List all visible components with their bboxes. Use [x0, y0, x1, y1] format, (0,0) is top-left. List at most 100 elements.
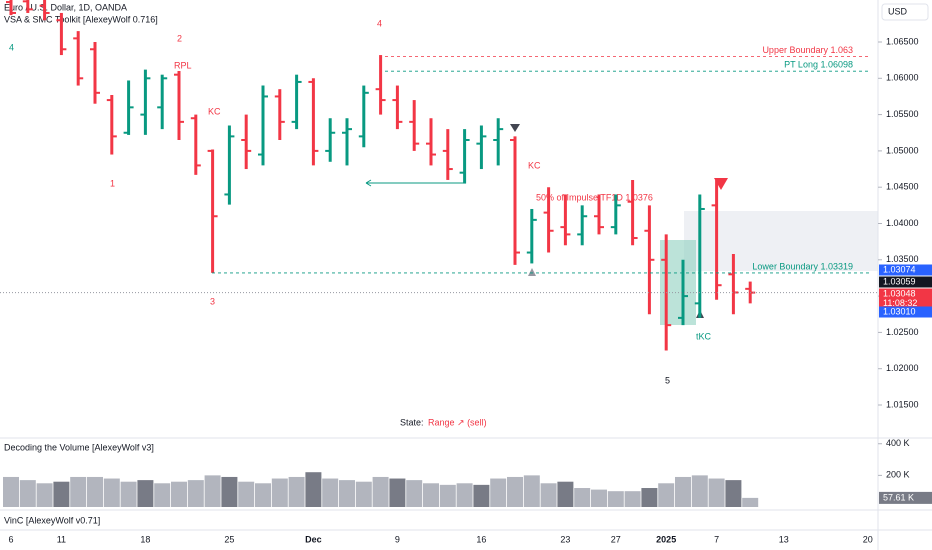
ohlc-bar: [157, 74, 168, 130]
ohlc-bar: [711, 179, 722, 300]
ohlc-bar: [6, 0, 16, 16]
y-tick-label: 1.02000: [886, 363, 919, 373]
volume-bar: [658, 483, 675, 507]
volume-bar: [507, 476, 523, 507]
ohlc-bar: [73, 31, 84, 86]
ohlc-bar: [39, 0, 50, 21]
volume-bar: [406, 480, 423, 507]
volume-bar: [255, 483, 271, 507]
volume-bar: [742, 497, 759, 507]
volume-bar: [624, 491, 641, 507]
volume-bar: [641, 488, 658, 507]
volume-bar: [423, 483, 439, 507]
ohlc-bar: [342, 118, 352, 166]
pivot-label: 4: [9, 42, 14, 52]
pivot-label: 5: [665, 375, 670, 385]
currency-button[interactable]: [881, 3, 929, 21]
volume-bar: [574, 488, 591, 507]
volume-bar: [137, 480, 154, 507]
ohlc-bar: [476, 125, 487, 170]
ohlc-bar: [577, 205, 588, 246]
volume-bar: [591, 489, 607, 507]
y-tick-label: 1.06000: [886, 73, 919, 83]
ohlc-bar: [375, 55, 386, 115]
ohlc-bar: [526, 208, 537, 264]
signal-triangle: [528, 268, 536, 276]
volume-bar: [473, 484, 490, 507]
volume-bar: [725, 480, 742, 507]
ohlc-bar: [291, 74, 302, 130]
x-tick-label: 11: [57, 534, 66, 544]
volume-bar: [389, 478, 406, 507]
y-tick-label: 1.04500: [886, 182, 919, 192]
x-tick-label: 6: [8, 534, 13, 544]
ohlc-bar: [442, 129, 453, 180]
chart-title: Euro / U.S. Dollar, 1D, OANDA: [4, 2, 127, 12]
state-value: Range ↗ (sell): [428, 417, 487, 427]
price-label-box: [879, 288, 932, 309]
indicator-title: VSA & SMC Toolkit [AlexeyWolf 0.716]: [4, 14, 158, 24]
price-label: 1.03010: [883, 306, 916, 316]
x-tick-label: Dec: [305, 534, 322, 544]
volume-bar: [439, 484, 456, 507]
y-tick-label: 1.03500: [886, 254, 919, 264]
volume-bar: [708, 478, 725, 507]
ohlc-bar: [56, 12, 67, 56]
volume-bar: [490, 478, 507, 507]
level-label: Upper Boundary 1.063: [762, 45, 853, 55]
price-label: 1.03059: [883, 276, 916, 286]
volume-bar: [372, 476, 389, 507]
y-tick-label: 1.05500: [886, 109, 919, 119]
volume-bar: [271, 478, 288, 507]
volume-bar: [3, 476, 19, 507]
ohlc-bar: [106, 94, 117, 155]
countdown: 11:08:32: [883, 298, 917, 308]
bars: [6, 0, 756, 351]
x-tick-label: 7: [714, 534, 719, 544]
volume-bar: [339, 480, 355, 507]
y-tick-label: 1.06500: [886, 36, 919, 46]
volume-bar: [154, 483, 171, 507]
volume-bar: [171, 481, 187, 507]
pivot-label: 3: [210, 296, 215, 306]
volume-bar: [691, 475, 708, 507]
annotation: KC: [208, 106, 221, 116]
arrow-head: [365, 179, 372, 187]
ohlc-bar: [459, 129, 470, 184]
volume-bar: [305, 472, 322, 507]
ohlc-bar: [594, 194, 604, 235]
ohlc-bar: [22, 0, 33, 13]
signal-triangle: [510, 124, 520, 132]
ohlc-bar: [174, 71, 184, 141]
ohlc-bar: [358, 85, 369, 148]
ohlc-bar: [274, 89, 285, 141]
ohlc-bar: [258, 85, 268, 166]
price-label-box: [879, 306, 932, 318]
y-tick-label: 1.05000: [886, 145, 919, 155]
volume-label: 57.61 K: [883, 492, 914, 502]
ohlc-bar: [308, 78, 319, 166]
volume-bar: [456, 483, 473, 507]
ohlc-bar: [392, 85, 403, 130]
currency[interactable]: USD: [888, 6, 908, 16]
volume-bar: [103, 478, 120, 507]
annotation: 50% of Impulse TF1D 1.0376: [536, 192, 653, 202]
x-tick-label: 16: [476, 534, 486, 544]
y-tick-label: 1.01500: [886, 399, 919, 409]
ohlc-bar: [560, 194, 571, 246]
ohlc-bar: [694, 194, 705, 318]
price-label-box: [879, 264, 932, 276]
volume-bar: [36, 483, 53, 507]
ohlc-bar: [426, 118, 436, 166]
annotation: KC: [528, 160, 541, 170]
y-tick-label: 400 K: [886, 438, 910, 448]
volume-bar: [238, 481, 255, 507]
ohlc-bar: [241, 114, 252, 170]
ohlc-bar: [140, 69, 151, 135]
volume-title: Decoding the Volume [AlexeyWolf v3]: [4, 442, 154, 452]
x-tick-label: 13: [779, 534, 789, 544]
volume-bar: [523, 475, 540, 507]
volume-bar: [204, 475, 221, 507]
ohlc-bar: [627, 179, 638, 246]
